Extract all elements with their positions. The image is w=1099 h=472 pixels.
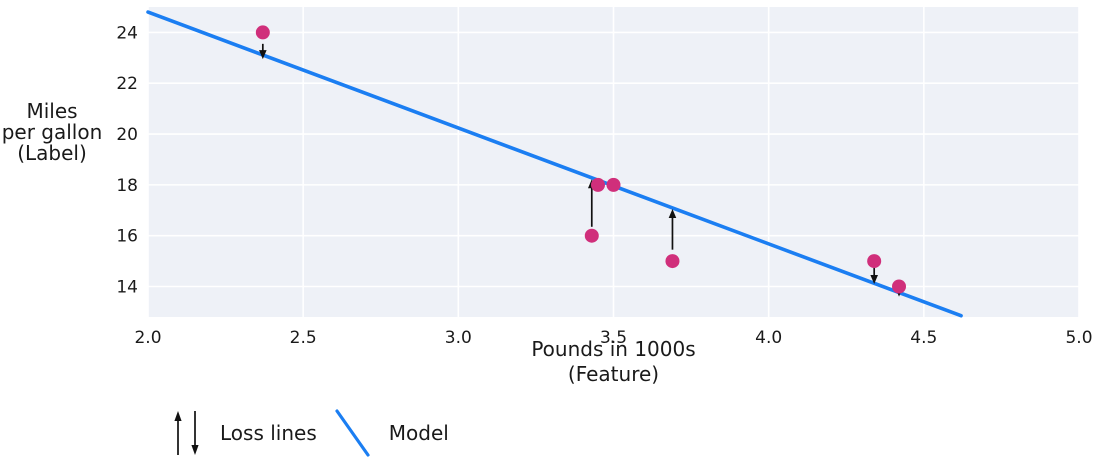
svg-text:2.0: 2.0 [134, 328, 161, 348]
svg-text:5.0: 5.0 [1065, 328, 1092, 348]
svg-text:14: 14 [116, 278, 138, 298]
legend-label-loss-lines: Loss lines [220, 421, 317, 445]
x-axis-tick-labels: 2.0 2.5 3.0 3.5 4.0 4.5 5.0 [134, 328, 1092, 348]
model-line [146, 10, 963, 318]
svg-text:2.5: 2.5 [290, 328, 317, 348]
svg-text:16: 16 [116, 227, 138, 247]
data-point [590, 177, 605, 192]
data-point [255, 25, 270, 40]
loss-lines-legend-icon [174, 411, 199, 455]
svg-text:Pounds in 1000s: Pounds in 1000s [531, 337, 695, 361]
chart-canvas: 2.0 2.5 3.0 3.5 4.0 4.5 5.0 14 16 18 20 22 24 Pounds … [2, 7, 1093, 386]
svg-text:18: 18 [116, 176, 138, 196]
svg-text:(Feature): (Feature) [568, 362, 659, 386]
svg-text:22: 22 [116, 74, 138, 94]
svg-text:20: 20 [116, 125, 138, 145]
svg-text:4.0: 4.0 [755, 328, 782, 348]
svg-text:3.5: 3.5 [600, 328, 627, 348]
data-point [665, 254, 680, 269]
svg-text:Miles: Miles [26, 99, 77, 123]
legend-label-model: Model [388, 421, 449, 445]
data-point [584, 228, 599, 243]
svg-text:4.5: 4.5 [910, 328, 937, 348]
data-point [892, 279, 907, 294]
x-axis-label: Pounds in 1000s(Feature) [531, 337, 695, 386]
model-legend-icon [335, 409, 370, 457]
data-point [867, 254, 882, 269]
data-point [606, 177, 621, 192]
scatter-points [255, 25, 907, 294]
svg-text:per gallon: per gallon [2, 120, 103, 144]
chart-legend: Loss lines Model [166, 402, 449, 464]
y-axis-tick-labels: 14 16 18 20 22 24 [116, 23, 138, 297]
svg-text:3.0: 3.0 [445, 328, 472, 348]
svg-text:(Label): (Label) [17, 141, 87, 165]
svg-text:24: 24 [116, 23, 138, 43]
